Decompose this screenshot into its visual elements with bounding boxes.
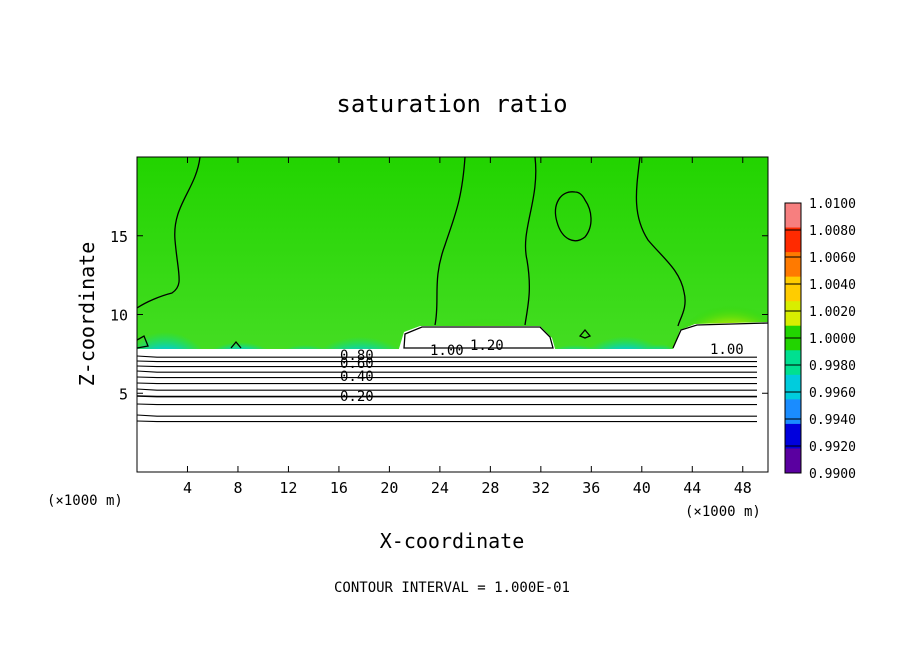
colorbar-swatch [785, 448, 801, 474]
contour-line [137, 388, 757, 391]
x-tick-label: 36 [582, 479, 600, 497]
contour-line [137, 365, 757, 368]
contour-line [137, 376, 757, 379]
x-tick-label: 4 [183, 479, 192, 497]
cloud-region [398, 326, 556, 352]
contour-label: 1.00 [710, 342, 744, 358]
x-unit-right: (×1000 m) [685, 504, 761, 520]
colorbar-swatch [785, 203, 801, 229]
contour-line [137, 395, 757, 398]
y-tick-label: 10 [110, 307, 128, 325]
contour-line [635, 157, 686, 327]
x-tick-label: 40 [633, 479, 651, 497]
contour-line [137, 403, 757, 406]
colorbar-label: 0.9940 [809, 413, 856, 428]
x-tick-label: 48 [734, 479, 752, 497]
contour-line [137, 420, 757, 423]
contour-interval-note: CONTOUR INTERVAL = 1.000E-01 [334, 580, 570, 596]
colorbar-label: 0.9980 [809, 359, 856, 374]
x-tick-label: 24 [431, 479, 449, 497]
colorbar-label: 0.9960 [809, 386, 856, 401]
colorbar-label: 1.0100 [809, 197, 856, 212]
colorbar-swatch [785, 301, 801, 327]
colorbar-swatch [785, 350, 801, 376]
colorbar-swatch [785, 276, 801, 302]
colorbar-swatch [785, 423, 801, 449]
x-tick-label: 20 [380, 479, 398, 497]
colorbar-label: 1.0000 [809, 332, 856, 347]
contour-line [578, 328, 592, 339]
y-axis-label: Z-coordinate [75, 242, 99, 387]
contour-label: 1.00 [430, 343, 464, 359]
colorbar-swatch [785, 374, 801, 400]
contour-label: 0.60 [340, 356, 374, 372]
contour-line [672, 322, 768, 349]
contour-line [434, 157, 466, 326]
contour-line [137, 335, 149, 349]
contour-line [137, 414, 757, 417]
contour-line [554, 191, 592, 242]
x-tick-label: 28 [481, 479, 499, 497]
colorbar-swatch [785, 252, 801, 278]
heatmap-field [137, 157, 768, 472]
colorbar-label: 0.9900 [809, 467, 856, 482]
colorbar-label: 1.0020 [809, 305, 856, 320]
contour-label: 0.80 [340, 348, 374, 364]
colorbar-swatch [785, 399, 801, 425]
x-tick-label: 32 [532, 479, 550, 497]
colorbar-label: 1.0040 [809, 278, 856, 293]
contour-line [137, 382, 757, 385]
colorbar-label: 1.0060 [809, 251, 856, 266]
contour-label: 1.20 [470, 338, 504, 354]
chart-title: saturation ratio [336, 90, 567, 118]
y-tick-label: 15 [110, 228, 128, 246]
contour-line [137, 370, 757, 373]
contour-line [137, 157, 201, 309]
colorbar-label: 0.9920 [809, 440, 856, 455]
x-tick-label: 16 [330, 479, 348, 497]
x-tick-label: 44 [683, 479, 701, 497]
x-tick-label: 12 [279, 479, 297, 497]
contour-label: 0.40 [340, 369, 374, 385]
colorbar-swatch [785, 227, 801, 253]
contour-line [230, 340, 242, 349]
contour-line [137, 360, 757, 363]
x-axis-label: X-coordinate [380, 529, 525, 553]
cloud-region [672, 322, 768, 352]
contour-line [524, 157, 537, 326]
x-unit-left: (×1000 m) [47, 493, 123, 509]
colorbar-label: 1.0080 [809, 224, 856, 239]
x-tick-label: 8 [233, 479, 242, 497]
contour-line [403, 326, 554, 349]
colorbar: 1.0100 1.0080 1.0060 1.0040 1.0020 1.0000 0.99… [784, 197, 856, 482]
y-tick-label: 5 [119, 385, 128, 403]
contour-line [137, 355, 757, 358]
contour-label: 0.20 [340, 389, 374, 405]
